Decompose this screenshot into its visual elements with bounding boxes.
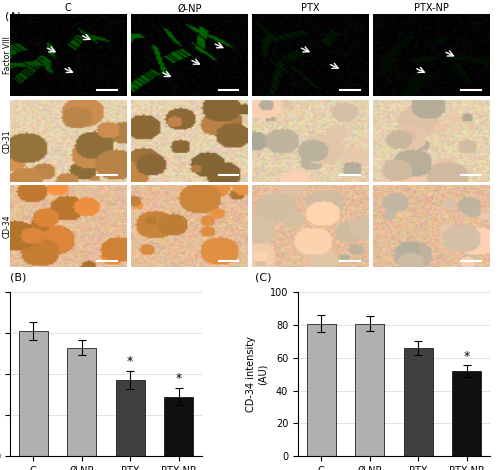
- Title: C: C: [65, 3, 71, 13]
- Text: (C): (C): [255, 273, 272, 282]
- Bar: [116, 380, 145, 456]
- Text: *: *: [176, 372, 182, 385]
- Bar: [452, 371, 482, 456]
- Bar: [306, 323, 336, 456]
- Y-axis label: CD-34: CD-34: [2, 214, 12, 238]
- Title: PTX: PTX: [302, 3, 320, 13]
- Y-axis label: CD-31: CD-31: [2, 129, 12, 153]
- Bar: [404, 348, 433, 456]
- Title: PTX-NP: PTX-NP: [414, 3, 449, 13]
- Text: *: *: [127, 355, 134, 368]
- Bar: [164, 397, 194, 456]
- Bar: [355, 323, 384, 456]
- Title: Ø-NP: Ø-NP: [177, 3, 202, 13]
- Bar: [18, 331, 48, 456]
- Y-axis label: CD-34 intensity
(AU): CD-34 intensity (AU): [246, 336, 267, 412]
- Text: *: *: [464, 350, 470, 363]
- Text: (B): (B): [10, 273, 26, 282]
- Text: (A): (A): [5, 12, 21, 22]
- Y-axis label: Factor VIII: Factor VIII: [2, 36, 12, 74]
- Bar: [67, 348, 96, 456]
